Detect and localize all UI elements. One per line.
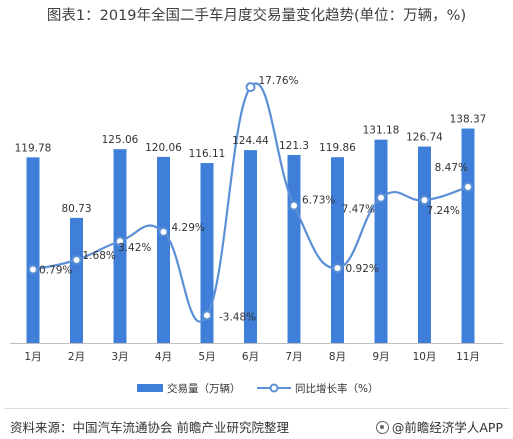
line-value-label: 0.92% — [346, 263, 379, 275]
source-note: 资料来源：中国汽车流通协会 前瞻产业研究院整理 — [10, 420, 289, 435]
x-tick-label: 4月 — [155, 351, 172, 363]
bar — [26, 157, 40, 343]
bar-value-label: 119.86 — [319, 142, 356, 154]
x-tick-label: 6月 — [242, 351, 259, 363]
line-point — [115, 236, 125, 247]
line-point — [376, 192, 386, 203]
bar — [461, 128, 475, 343]
bar — [374, 139, 388, 343]
legend-label-bar: 交易量（万辆） — [167, 382, 241, 395]
brand-label: @前瞻经济学人APP — [391, 420, 503, 435]
bar-value-label: 124.44 — [232, 135, 269, 147]
legend-swatch-bar — [137, 384, 163, 392]
brand-credit: @前瞻经济学人APP — [375, 417, 503, 436]
line-point — [158, 226, 169, 237]
line-point — [332, 263, 343, 274]
chart-title: 图表1：2019年全国二手车月度交易量变化趋势(单位：万辆，%) — [46, 8, 467, 24]
line-value-label: -3.48% — [219, 311, 256, 323]
line-point — [463, 181, 473, 192]
footer: 资料来源：中国汽车流通协会 前瞻产业研究院整理 @前瞻经济学人APP — [0, 408, 513, 439]
chart: 1月 2月 3月 4月 5月 6月 7月 8月 9月 10月 11月 119.78 80.73 125.0… — [10, 75, 503, 395]
x-tick-label: 10月 — [413, 351, 437, 363]
x-tick-label: 9月 — [372, 351, 389, 363]
bar — [70, 217, 83, 343]
line-value-label: 17.76% — [259, 75, 299, 87]
line-value-label: 4.29% — [172, 222, 205, 234]
bar — [418, 146, 431, 343]
x-tick-label: 1月 — [24, 351, 41, 363]
line-point — [28, 264, 38, 275]
bar-value-label: 119.78 — [15, 142, 52, 154]
bar — [331, 157, 344, 343]
line-point — [202, 310, 212, 321]
bar — [287, 154, 301, 343]
line-value-label: 3.42% — [118, 242, 151, 254]
bar-value-label: 116.11 — [189, 148, 226, 160]
bar — [244, 150, 257, 343]
footer-divider — [4, 408, 509, 409]
line-value-label: 1.68% — [83, 250, 116, 262]
bar — [200, 163, 214, 343]
line-value-label: 7.24% — [427, 205, 460, 217]
line-point — [245, 82, 256, 93]
x-tick-label: 11月 — [456, 351, 480, 363]
x-tick-label: 7月 — [285, 351, 302, 363]
x-tick-label: 3月 — [111, 351, 128, 363]
line-point — [71, 254, 82, 265]
line-point — [419, 195, 430, 206]
bar — [157, 156, 170, 343]
line-value-label: 6.73% — [302, 195, 335, 207]
x-tick-label: 5月 — [198, 351, 215, 363]
bar-value-label: 126.74 — [406, 132, 443, 144]
line-value-label: 0.79% — [39, 265, 72, 277]
x-tick-label: 2月 — [68, 351, 85, 363]
line-point — [289, 200, 299, 211]
brand-logo-icon — [375, 421, 389, 434]
x-tick-label: 8月 — [329, 351, 346, 363]
legend-swatch-marker — [269, 383, 279, 393]
bar-value-label: 121.3 — [279, 140, 309, 152]
bar-value-label: 80.73 — [61, 203, 91, 215]
line-value-label: 7.47% — [342, 204, 375, 216]
bar-value-label: 131.18 — [363, 125, 400, 137]
line-value-label: 8.47% — [435, 162, 468, 174]
bar-value-label: 138.37 — [450, 114, 487, 126]
bar-value-label: 120.06 — [145, 142, 182, 154]
bar-value-label: 125.06 — [102, 134, 139, 146]
legend-label-line: 同比增长率（%） — [295, 382, 378, 395]
